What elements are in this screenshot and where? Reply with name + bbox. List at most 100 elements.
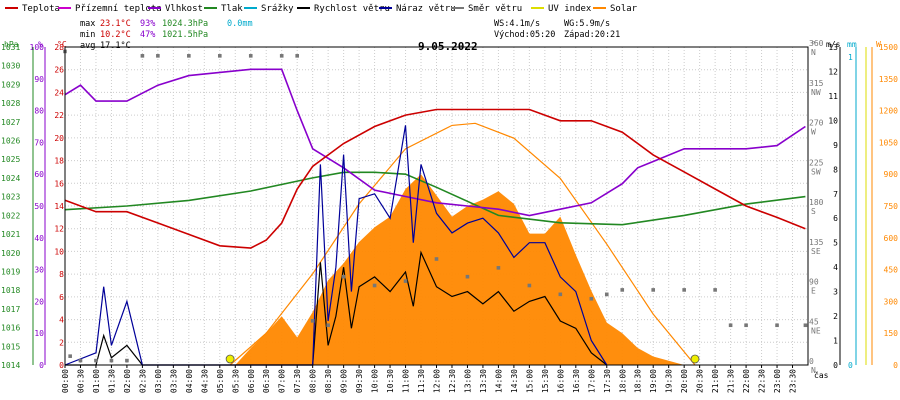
series-solar-area [235,174,685,365]
pct-tick-10: 100 [30,43,45,52]
x-tick-17: 08:30 [324,369,333,393]
hpa-tick-14: 1028 [1,99,20,108]
c-tick-7: 14 [54,202,64,211]
wind-dir-point-14 [326,323,330,328]
x-tick-20: 10:00 [371,369,380,393]
stats-min-hum: 47% [140,30,155,40]
deg-tick-7: 315 [809,79,824,88]
x-tick-26: 13:00 [463,369,472,393]
axis-unit-ms: m/s [826,40,841,49]
x-tick-6: 03:00 [154,369,163,393]
legend-label-5: Rychlost větru [314,4,390,14]
hpa-tick-12: 1026 [1,137,20,146]
dir-tick-2: E [811,287,816,296]
wind-dir-point-1 [68,354,72,358]
legend-label-2: Vlhkost [165,4,203,14]
x-tick-32: 16:00 [556,369,565,393]
x-tick-22: 11:00 [402,369,411,393]
ms-tick-9: 9 [833,141,838,150]
stats-rain: 0.0mm [227,19,253,29]
right-axes: 0N45NE90E135SE180S225SW270W315NW360N0123… [809,39,898,375]
dir-tick-0: N [811,366,816,375]
ms-tick-2: 2 [833,312,838,321]
pct-tick-3: 30 [34,266,44,275]
x-tick-19: 09:30 [355,369,364,393]
dir-tick-7: NW [811,88,821,97]
wind-dir-point-20 [496,266,501,270]
hpa-tick-7: 1021 [1,230,20,239]
legend: Teplota Přízemní teplota Vlhkost Tlak Srážky… [5,4,638,14]
legend-label-7: Směr větru [468,4,522,14]
hpa-tick-10: 1024 [1,174,20,183]
w-tick-3: 450 [884,266,899,275]
pct-tick-5: 50 [34,202,44,211]
wind-dir-point-13 [310,319,315,323]
wind-dir-point-5 [125,358,129,363]
deg-tick-4: 180 [809,198,824,207]
x-tick-36: 18:00 [618,369,627,393]
hpa-tick-0: 1014 [1,361,20,370]
series-solar-max-line [229,122,696,366]
stats-max-label: max [80,19,95,29]
pct-tick-1: 10 [34,329,44,338]
c-tick-9: 18 [54,157,64,166]
w-tick-9: 1350 [879,75,898,84]
ms-tick-1: 1 [833,337,838,346]
wind-dir-point-4 [109,358,114,363]
c-tick-6: 12 [54,225,64,234]
pct-tick-4: 40 [34,234,44,243]
ms-tick-7: 7 [833,190,838,199]
x-tick-37: 18:30 [634,369,643,393]
x-tick-5: 02:30 [138,369,147,393]
axis-unit-hpa: hPa [4,40,19,49]
series-teplota-line [64,108,806,249]
x-tick-18: 09:00 [340,369,349,393]
c-tick-13: 26 [54,66,64,75]
c-tick-3: 6 [59,293,64,302]
x-tick-47: 23:30 [789,369,798,393]
deg-tick-8: 360 [809,39,824,48]
wind-dir-point-31 [775,323,779,328]
hpa-tick-4: 1018 [1,286,20,295]
pct-tick-7: 70 [34,138,44,147]
pct-tick-9: 90 [34,75,44,84]
wind-dir-point-10 [248,54,253,58]
wind-dir-point-29 [728,323,733,328]
x-tick-27: 13:30 [479,369,488,393]
sunset-marker [690,354,700,364]
wind-dir-point-32 [803,323,808,328]
legend-label-0: Teplota [22,4,60,14]
wind-dir-point-22 [558,292,563,297]
w-tick-1: 150 [884,329,899,338]
series-tlak-line [64,171,806,226]
axis-unit-w: W [876,40,881,49]
c-tick-0: 0 [59,361,64,370]
stats-sunset: Západ:20:21 [564,30,620,40]
ms-tick-4: 4 [833,263,838,272]
wind-dir-point-7 [156,54,160,58]
x-tick-41: 20:30 [696,369,705,393]
plot-frame [64,46,809,366]
x-tick-29: 14:30 [510,369,519,393]
wind-dir-point-18 [434,257,439,261]
wind-dir-point-15 [341,274,346,279]
sunrise-marker [225,354,235,364]
x-axis: 00:00 00:30 01:00 01:30 02:00 02:30 03:00 03:30… [61,365,798,393]
axis-unit-mm: mm [847,40,857,49]
deg-tick-0: 0 [809,357,814,366]
x-tick-44: 22:00 [742,369,751,393]
deg-tick-2: 90 [809,278,819,287]
x-tick-1: 00:30 [76,369,85,393]
x-axis-label: čas [814,370,829,380]
wind-dir-point-3 [94,358,98,363]
legend-label-9: Solar [610,4,638,14]
deg-tick-3: 135 [809,238,824,247]
dir-tick-1: NE [811,326,821,335]
x-tick-38: 19:00 [649,369,658,393]
hpa-tick-15: 1029 [1,80,20,89]
x-tick-25: 12:30 [448,369,457,393]
legend-label-1: Přízemní teplota [75,4,162,14]
ms-tick-13: 13 [828,43,838,52]
x-tick-45: 22:30 [758,369,767,393]
